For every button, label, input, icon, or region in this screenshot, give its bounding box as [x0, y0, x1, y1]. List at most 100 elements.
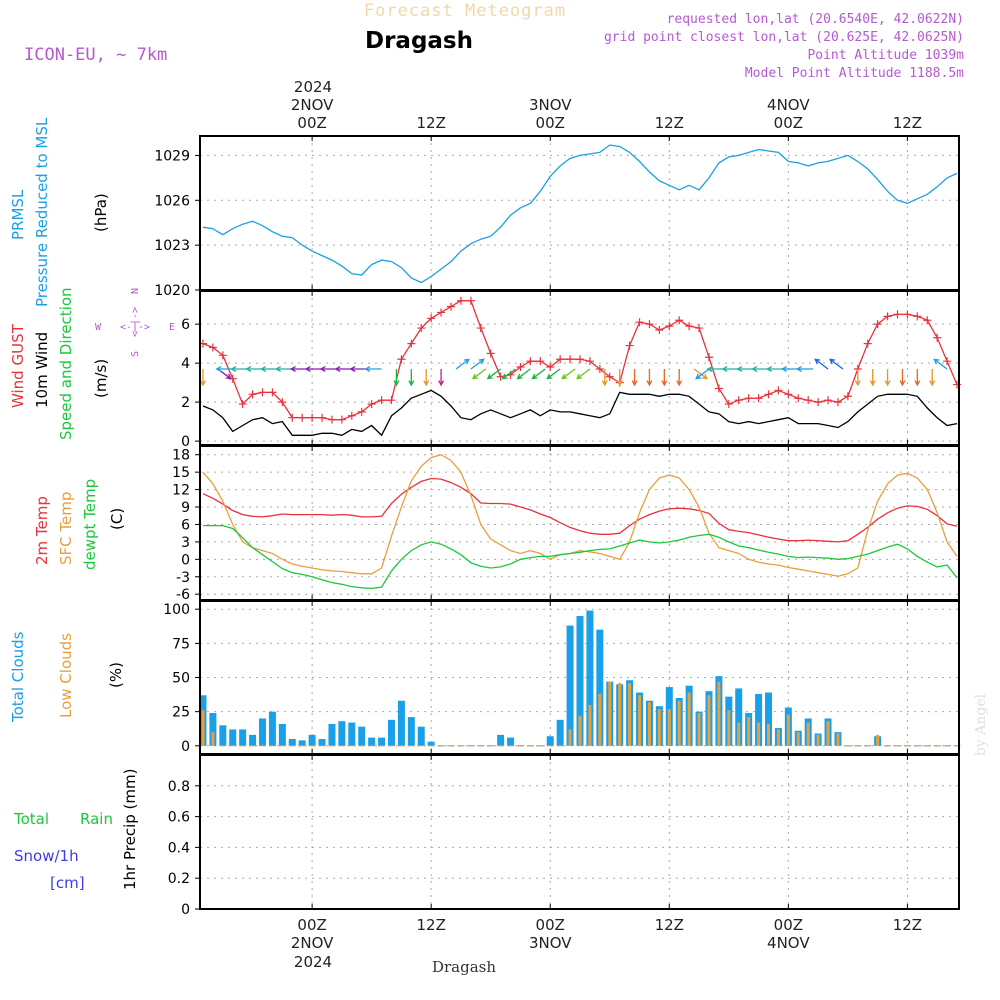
wind-arrow [408, 368, 415, 387]
gust-point [536, 357, 545, 366]
y-tick-label: 2 [181, 395, 190, 411]
low-clouds-bar [588, 704, 592, 746]
wind-arrow [646, 368, 653, 387]
low-clouds-bar [707, 695, 711, 746]
total-clouds-bar [219, 725, 227, 746]
wind-arrow [751, 366, 769, 372]
y-tick-label: 25 [172, 705, 190, 721]
low-clouds-bar [647, 702, 651, 746]
wind-arrow [393, 368, 400, 387]
label-total: Total [13, 810, 49, 828]
gust-point [278, 398, 287, 407]
low-clouds-bar [657, 708, 661, 746]
wind-arrow [869, 368, 876, 387]
low-clouds-bar [578, 715, 582, 746]
y-tick-label: -6 [176, 587, 190, 603]
pressure-panel-labels: PRMSL Pressure Reduced to MSL (hPa) [9, 117, 110, 307]
gust-point [804, 396, 813, 405]
temperature-panel-labels: 2m Temp SFC Temp dewpt Temp (C) [33, 479, 126, 570]
total-clouds-bar [507, 737, 515, 746]
bottom-hour-label: 00Z [297, 916, 326, 934]
wind-panel-labels: Wind GUST 10m Wind Speed and Direction (… [9, 287, 175, 440]
gust-point [923, 316, 932, 325]
label-wind-gust: Wind GUST [9, 323, 27, 408]
low-clouds-bar [687, 692, 691, 746]
gust-point [833, 398, 842, 407]
chart-subtitle: Forecast Meteogram [364, 1, 566, 21]
total-clouds-bar [765, 692, 773, 746]
low-clouds-bar [757, 722, 761, 746]
panel-wind: 0 2 4 6 [181, 290, 962, 450]
total-clouds-bar [755, 693, 763, 746]
panel-pressure: 1020 1023 1026 1029 [154, 135, 960, 299]
bottom-year-label: 2024 [294, 953, 332, 971]
gust-point [903, 310, 912, 319]
wind-arrow [501, 368, 516, 380]
top-date-label: 2NOV [291, 96, 334, 114]
wind-arrow [349, 366, 367, 372]
gust-point [546, 363, 555, 372]
label-2m-temp: 2m Temp [33, 496, 51, 565]
y-tick-label: 0.8 [168, 779, 190, 795]
gust-point [288, 413, 297, 422]
wind-arrow [531, 368, 546, 380]
y-tick-label: 0.2 [168, 871, 190, 887]
wind-arrow [766, 366, 784, 372]
low-clouds-bar [608, 681, 612, 746]
gust-point [794, 394, 803, 403]
top-year-label: 2024 [294, 78, 332, 96]
gust-point [595, 364, 604, 373]
total-clouds-bar [397, 700, 405, 746]
total-clouds-bar [417, 726, 425, 746]
y-tick-label: 1029 [154, 148, 190, 164]
top-hour-label: 12Z [416, 114, 445, 132]
total-clouds-bar [308, 734, 316, 746]
gust-point [863, 339, 872, 348]
total-clouds-bar [249, 734, 257, 746]
wind-arrow [695, 368, 710, 380]
gust-point [744, 394, 753, 403]
total-clouds-bar [596, 629, 604, 746]
panels: 10201023102610290246-6-30369121518025507… [154, 135, 962, 918]
model-name: ICON-EU, ~ 7km [24, 45, 167, 65]
compass-e: E [169, 322, 175, 333]
total-clouds-bar [259, 718, 267, 746]
total-clouds-bar [278, 723, 286, 746]
prmsl-line [202, 144, 958, 284]
y-tick-label: 0 [181, 434, 190, 450]
gust-point [308, 413, 317, 422]
label-c: (C) [108, 508, 126, 530]
bottom-date-label: 2NOV [291, 934, 334, 952]
compass-n: N [130, 288, 141, 294]
y-tick-label: 6 [181, 517, 190, 533]
panel-frame [199, 290, 960, 446]
bottom-hour-label: 12Z [655, 916, 684, 934]
gust-point [933, 333, 942, 342]
label-sfc-temp: SFC Temp [57, 492, 75, 565]
label-speed-direction: Speed and Direction [57, 287, 75, 440]
bottom-hour-label: 12Z [893, 916, 922, 934]
info-line-3: Point Altitude 1039m [807, 48, 964, 63]
gust-point [447, 302, 456, 311]
low-clouds-bar [201, 710, 205, 746]
top-hour-label: 12Z [655, 114, 684, 132]
wind-arrow [661, 368, 668, 387]
info-line-2: grid point closest lon,lat (20.625E, 42.… [604, 30, 964, 45]
gust-point [268, 388, 277, 397]
total-clouds-bar [318, 738, 326, 746]
total-clouds-bar [368, 737, 376, 746]
total-clouds-bar [407, 717, 415, 746]
low-clouds-bar [826, 721, 830, 746]
bottom-hour-label: 12Z [416, 916, 445, 934]
y-tick-label: 50 [172, 671, 190, 687]
gust-point [377, 396, 386, 405]
label-snow: Snow/1h [14, 847, 79, 865]
wind-arrow [576, 368, 591, 380]
gust-point [665, 322, 674, 331]
total-clouds-bar [378, 737, 386, 746]
gust-point [575, 355, 584, 364]
y-tick-label: 3 [181, 535, 190, 551]
total-clouds-bar [298, 740, 306, 746]
gust-point [208, 343, 217, 352]
